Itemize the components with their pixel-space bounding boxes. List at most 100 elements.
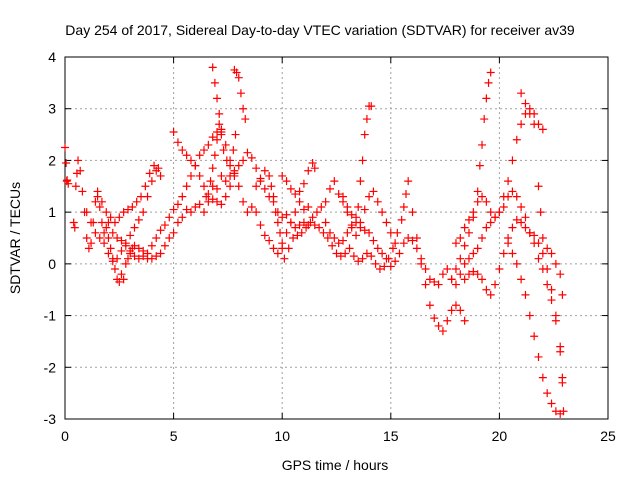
data-point (486, 290, 495, 299)
data-point (328, 241, 337, 250)
data-point (451, 265, 460, 274)
data-point (495, 208, 504, 217)
data-point (534, 254, 543, 263)
data-point (399, 202, 408, 211)
data-point (121, 259, 130, 268)
data-point (521, 99, 530, 108)
data-point (543, 280, 552, 289)
data-point (232, 68, 241, 77)
data-point (456, 234, 465, 242)
data-point (236, 89, 245, 98)
data-point (150, 161, 159, 170)
data-point (299, 179, 308, 188)
y-tick-label: 2 (48, 152, 56, 168)
data-point (299, 205, 308, 214)
data-point (534, 352, 543, 361)
y-tick-labels: -3 -2 -1 0 1 2 3 4 (44, 49, 57, 427)
data-point (551, 407, 560, 416)
data-point (473, 197, 482, 206)
data-point (460, 259, 469, 268)
data-point (269, 192, 278, 201)
data-point (391, 239, 400, 248)
data-point (273, 218, 282, 227)
data-point (273, 249, 282, 258)
data-point (108, 257, 117, 266)
data-point (178, 192, 187, 201)
data-point (210, 151, 219, 160)
data-point (460, 223, 469, 232)
data-point (252, 182, 261, 191)
data-point (265, 171, 274, 180)
data-point (412, 234, 421, 242)
data-point (213, 94, 222, 103)
data-point (447, 275, 456, 284)
data-point (215, 120, 224, 129)
data-point (286, 184, 295, 193)
data-point (178, 146, 187, 155)
data-point (239, 197, 248, 206)
data-point (226, 182, 235, 191)
data-point (373, 244, 382, 253)
data-point (478, 234, 487, 242)
data-point (231, 130, 240, 139)
data-point (200, 146, 209, 155)
data-point (525, 228, 534, 237)
data-point (430, 277, 439, 286)
data-point (295, 221, 304, 230)
data-point (508, 249, 517, 258)
data-point (345, 244, 354, 253)
data-point (213, 197, 222, 206)
data-point (134, 244, 143, 253)
data-point (213, 135, 222, 144)
data-point (482, 197, 491, 206)
x-tick-label: 10 (274, 428, 290, 444)
data-point (308, 159, 317, 168)
data-point (371, 259, 380, 268)
data-point (256, 174, 265, 183)
data-point (87, 218, 96, 227)
data-point (169, 205, 178, 214)
data-point (551, 259, 560, 268)
data-point (356, 218, 365, 227)
data-point (147, 177, 156, 186)
data-point (243, 148, 252, 157)
data-points (61, 63, 568, 418)
data-point (143, 249, 152, 258)
data-point (330, 234, 339, 242)
data-point (486, 218, 495, 227)
data-point (538, 373, 547, 382)
data-point (102, 208, 111, 217)
data-point (186, 156, 195, 165)
data-point (284, 244, 293, 253)
data-point (217, 200, 226, 209)
x-tick-label: 25 (600, 428, 616, 444)
data-point (182, 151, 191, 160)
data-point (332, 249, 341, 258)
data-point (295, 187, 304, 196)
data-point (169, 228, 178, 237)
data-point (360, 205, 369, 214)
data-point (391, 257, 400, 266)
data-point (117, 270, 126, 279)
x-tick-label: 20 (492, 428, 508, 444)
data-point (243, 208, 252, 217)
data-point (215, 109, 224, 118)
data-point (126, 246, 135, 255)
data-point (182, 205, 191, 214)
data-point (530, 231, 539, 240)
data-point (137, 192, 146, 201)
data-point (551, 311, 560, 320)
data-point (91, 228, 100, 237)
data-point (321, 197, 330, 206)
data-point (134, 215, 143, 224)
data-point (336, 252, 345, 261)
data-point (491, 213, 500, 222)
data-point (536, 208, 545, 217)
data-point (247, 153, 256, 162)
data-point (504, 239, 513, 248)
data-point (152, 252, 161, 261)
data-point (304, 202, 313, 211)
data-point (156, 171, 165, 180)
data-point (349, 252, 358, 261)
data-point (543, 265, 552, 274)
